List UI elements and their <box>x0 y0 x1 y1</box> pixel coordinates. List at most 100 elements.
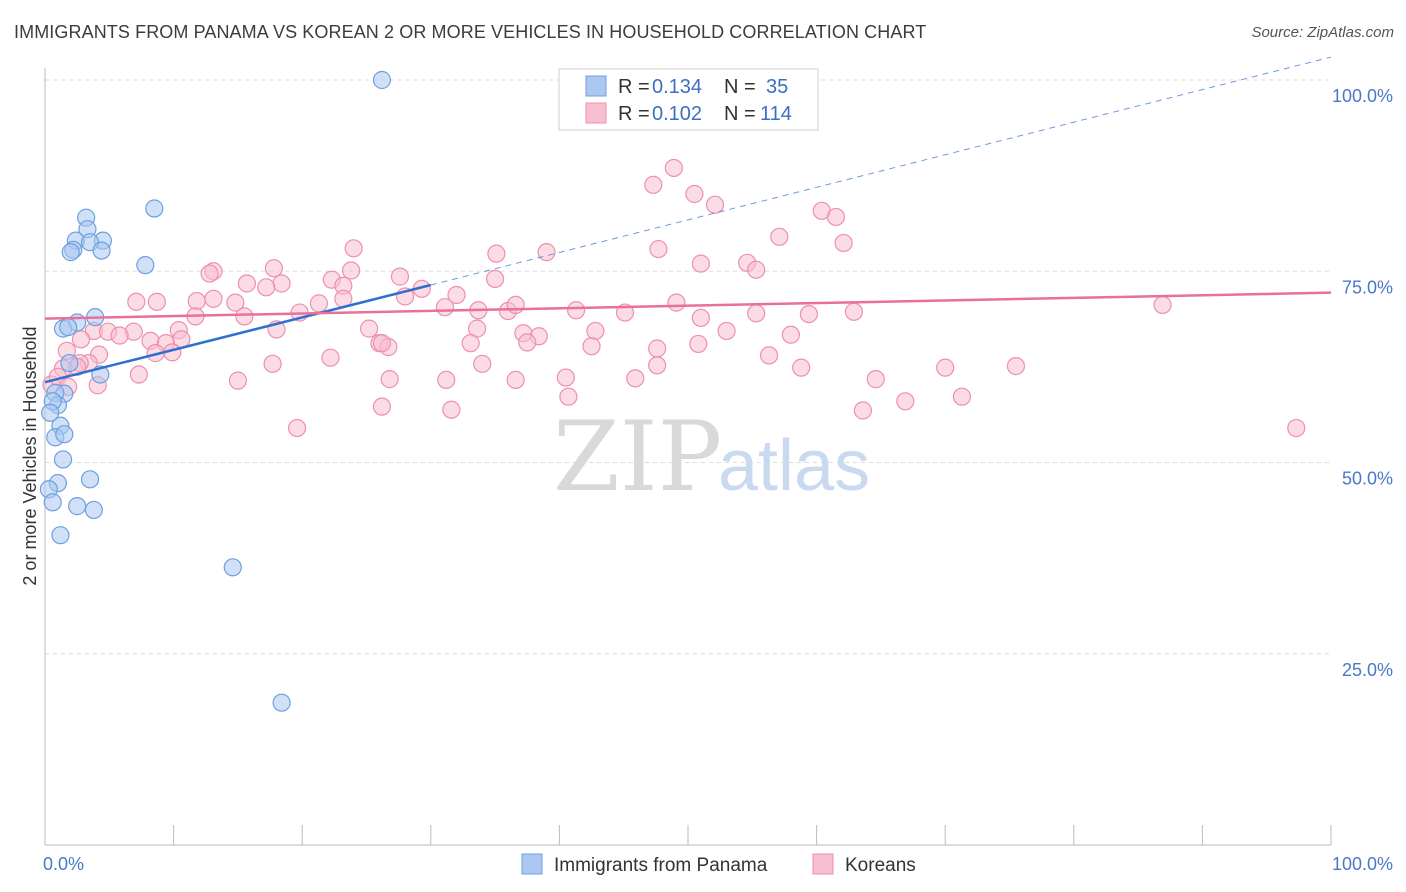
korean-point <box>667 293 686 312</box>
korean-point <box>648 356 667 375</box>
watermark-zip: ZIP <box>553 401 722 513</box>
series-legend: Immigrants from Panama Koreans <box>521 853 916 876</box>
korean-point <box>586 321 605 341</box>
korean-point <box>936 358 955 377</box>
panama-point <box>136 256 155 275</box>
panama-point <box>372 70 392 90</box>
korean-point <box>235 307 254 326</box>
korean-point <box>717 321 736 341</box>
korean-point <box>866 370 885 389</box>
korean-point <box>747 304 766 323</box>
korean-point <box>309 294 329 313</box>
legend-r-label-2: R = <box>618 103 650 125</box>
korean-point <box>359 319 379 338</box>
korean-point <box>556 368 575 387</box>
legend-r-label-1: R = <box>618 76 650 98</box>
trend-lines <box>44 56 1332 384</box>
korean-point <box>228 371 247 390</box>
korean-point <box>689 334 708 354</box>
panama-point <box>55 425 74 444</box>
korean-point <box>747 260 766 279</box>
korean-point <box>437 370 456 389</box>
panama-point <box>223 558 242 577</box>
panama-point <box>53 450 73 469</box>
korean-point <box>792 358 811 377</box>
legend-n-label-2: N = <box>724 103 756 125</box>
korean-point <box>200 264 219 283</box>
korean-point <box>506 370 525 389</box>
korean-point <box>1006 357 1026 376</box>
korean-point <box>486 269 505 288</box>
x-tick-label: 0.0% <box>43 854 84 874</box>
bottom-legend-label-panama: Immigrants from Panama <box>554 855 768 876</box>
korean-point <box>615 303 635 322</box>
korean-point <box>147 292 166 311</box>
legend-r-value-2: 0.102 <box>652 103 702 125</box>
korean-point <box>691 254 710 273</box>
y-tick-label: 75.0% <box>1342 277 1393 297</box>
korean-trend-line <box>44 291 1332 320</box>
panama-point <box>272 693 291 712</box>
bottom-legend-label-koreans: Koreans <box>845 855 916 876</box>
korean-point <box>372 334 392 353</box>
panama-point <box>84 500 103 520</box>
korean-point <box>582 337 601 356</box>
korean-point <box>952 387 972 406</box>
koreans-points <box>42 158 1306 438</box>
legend-n-label-1: N = <box>724 76 756 98</box>
korean-point <box>344 239 363 258</box>
korean-point <box>691 308 710 328</box>
korean-point <box>461 334 480 353</box>
y-tick-label: 50.0% <box>1342 469 1393 489</box>
panama-point <box>41 403 60 422</box>
korean-point <box>390 267 410 286</box>
panama-point <box>145 199 164 218</box>
korean-point <box>71 330 91 349</box>
korean-point <box>110 326 129 345</box>
korean-point <box>834 233 853 253</box>
korean-point <box>442 400 461 419</box>
korean-point <box>187 291 206 311</box>
panama-trend-extension <box>430 56 1332 286</box>
panama-point <box>51 526 70 545</box>
legend-swatch-blue <box>585 75 607 97</box>
korean-point <box>759 346 779 365</box>
korean-point <box>372 397 392 416</box>
chart-title: IMMIGRANTS FROM PANAMA VS KOREAN 2 OR MO… <box>14 22 927 42</box>
korean-point <box>226 293 245 312</box>
korean-point <box>1153 295 1172 315</box>
korean-point <box>826 207 845 227</box>
korean-point <box>341 261 361 280</box>
korean-point <box>287 418 307 438</box>
korean-point <box>644 175 663 194</box>
korean-point <box>537 243 556 262</box>
korean-point <box>204 289 223 308</box>
korean-point <box>237 274 257 293</box>
korean-point <box>853 401 872 420</box>
korean-point <box>380 370 399 389</box>
panama-point <box>68 497 87 516</box>
axes <box>44 68 1332 846</box>
korean-point <box>321 348 340 367</box>
korean-point <box>257 278 276 297</box>
bottom-legend-swatch-pink <box>812 853 834 875</box>
correlation-legend: R = 0.134 N = 35 R = 0.102 N = 114 <box>558 68 819 131</box>
korean-point <box>626 369 645 388</box>
korean-point <box>447 285 466 305</box>
chart-source: Source: ZipAtlas.com <box>1251 24 1394 41</box>
watermark-atlas: atlas <box>718 426 870 506</box>
korean-point <box>649 239 668 259</box>
legend-swatch-pink <box>585 102 607 124</box>
korean-point <box>272 274 291 293</box>
panama-point <box>59 317 78 337</box>
x-tick-labels: 0.0% 100.0% <box>43 854 1393 874</box>
korean-point <box>506 295 525 315</box>
korean-point <box>685 184 704 204</box>
panama-point <box>60 353 79 373</box>
korean-point <box>799 304 818 324</box>
panama-point <box>43 493 62 512</box>
panama-point <box>92 241 111 260</box>
korean-point <box>1287 418 1306 438</box>
korean-point <box>263 354 282 373</box>
